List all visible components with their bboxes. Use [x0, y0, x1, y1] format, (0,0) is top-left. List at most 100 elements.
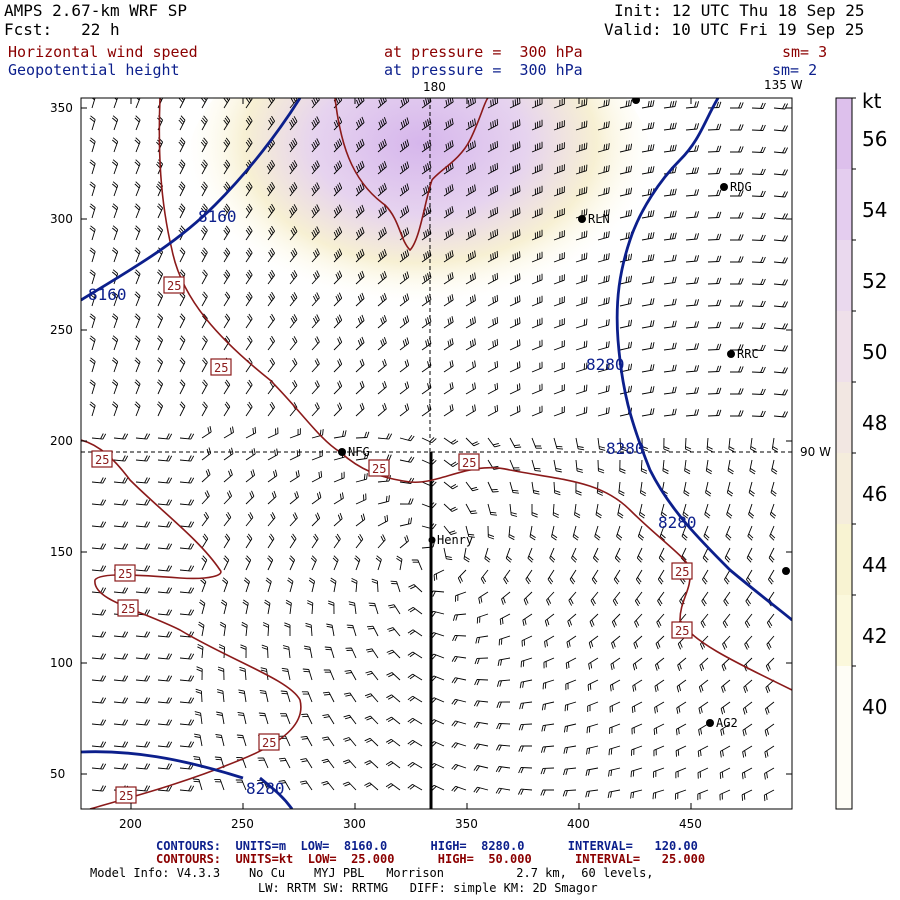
wind-barb — [399, 359, 410, 373]
wind-barb — [676, 679, 687, 693]
wind-barb — [433, 569, 445, 581]
wind-barb — [134, 379, 141, 395]
wind-barb — [592, 547, 599, 563]
model-physics: LW: RRTM SW: RRTMG DIFF: simple KM: 2D S… — [258, 881, 598, 895]
wind-barb — [179, 477, 195, 484]
wind-barb — [223, 269, 231, 285]
wind-barb — [751, 344, 766, 351]
wind-barb — [245, 98, 253, 109]
wind-barb — [698, 701, 709, 715]
wind-barb — [365, 670, 379, 681]
wind-barb — [465, 316, 476, 329]
wind-barb — [195, 688, 203, 703]
wind-barb — [751, 278, 766, 285]
wind-barb — [443, 316, 454, 329]
wind-barb — [487, 98, 499, 109]
height-label-8160-b: 8160 — [88, 285, 127, 304]
wind-barb — [377, 337, 387, 351]
wind-barb — [487, 118, 499, 131]
wind-barb — [134, 357, 141, 373]
wind-barb — [487, 184, 499, 197]
y-tick-label: 250 — [50, 323, 73, 337]
station-top-marker — [632, 98, 640, 104]
wind-barb — [375, 555, 382, 571]
station-henry-label: Henry — [437, 533, 473, 547]
wind-barb — [91, 499, 107, 506]
wind-barb — [685, 189, 700, 197]
wind-barb — [377, 381, 387, 395]
wind-barb — [597, 209, 610, 219]
wind-barb — [355, 116, 365, 131]
wind-barb — [465, 338, 476, 351]
wind-barb — [245, 401, 253, 417]
wind-barb — [157, 719, 173, 726]
wind-barb — [771, 437, 779, 453]
wind-barb — [443, 437, 459, 445]
wind-barb — [200, 247, 208, 263]
wind-barb — [652, 789, 665, 800]
wind-barb — [443, 382, 454, 395]
wind-barb — [289, 380, 298, 395]
wind-barb — [407, 739, 423, 747]
meridian-180-label: 180 — [423, 80, 446, 94]
wind-barb — [726, 503, 733, 519]
wind-barb — [531, 119, 543, 131]
wind-barb — [541, 701, 555, 711]
wind-barb — [751, 256, 766, 263]
wind-barb — [553, 98, 565, 109]
wind-barb — [333, 160, 343, 175]
wind-barb — [727, 459, 734, 475]
wind-barb — [305, 622, 313, 637]
wind-barb — [201, 511, 209, 527]
wind-barb — [311, 292, 320, 307]
wind-barb — [377, 514, 389, 527]
wind-barb — [707, 145, 722, 153]
wind-barb — [480, 569, 489, 585]
wind-barb — [421, 337, 432, 351]
colorbar-segment — [836, 382, 852, 453]
wind-barb — [220, 599, 228, 615]
wind-barb — [653, 745, 665, 757]
wind-barb — [572, 525, 579, 541]
wind-barb — [245, 247, 253, 263]
wind-barb — [751, 190, 766, 197]
wind-barb — [377, 433, 393, 440]
wind-barb — [223, 115, 231, 131]
wind-barb — [697, 745, 709, 758]
wind-barb — [377, 271, 387, 285]
wind-barb — [531, 251, 543, 263]
wind-barb — [245, 269, 253, 285]
wind-barb — [495, 787, 511, 794]
wind-barb — [553, 437, 564, 450]
wind-barb — [719, 767, 731, 779]
wind-barb — [89, 379, 96, 395]
wind-barb — [259, 689, 269, 703]
wind-barb — [366, 625, 379, 637]
wind-barb — [223, 203, 231, 219]
wind-barb — [91, 433, 107, 440]
svg-text:25: 25 — [95, 453, 109, 467]
wind-barb — [443, 459, 459, 467]
wind-barb — [112, 137, 119, 153]
wind-barb — [333, 182, 343, 197]
wind-barb — [663, 276, 677, 285]
wind-barb — [547, 569, 555, 585]
wind-barb — [575, 274, 588, 285]
wind-barb — [540, 745, 555, 753]
wind-barb — [399, 139, 410, 153]
wind-barb — [638, 503, 646, 519]
wind-barb — [487, 404, 499, 417]
wind-barb — [552, 503, 559, 519]
wind-barb — [684, 459, 691, 475]
wind-barb — [751, 366, 766, 373]
wind-barb — [355, 182, 365, 197]
wind-barb — [700, 613, 709, 628]
wind-barb — [278, 757, 291, 769]
wind-barb — [619, 187, 633, 197]
wind-barb — [311, 226, 320, 241]
wind-barb — [745, 591, 753, 607]
wind-barb — [179, 741, 195, 748]
wind-barb — [113, 697, 129, 704]
wind-barb — [685, 167, 700, 175]
